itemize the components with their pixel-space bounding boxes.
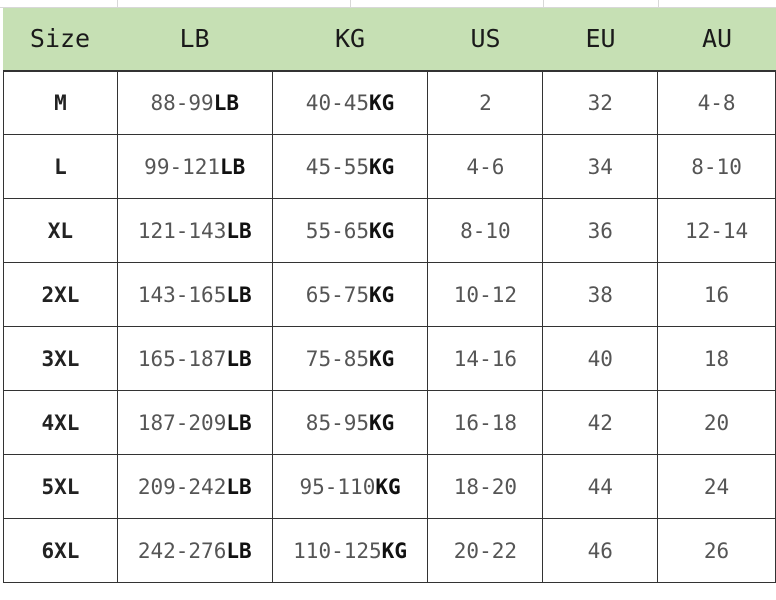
au-cell: 8-10 <box>657 134 776 199</box>
table-row: 5XL 209-242LB 95-110KG 18-20 44 24 <box>3 454 776 519</box>
lb-cell: 143-165LB <box>116 262 273 327</box>
table-row: L 99-121LB 45-55KG 4-6 34 8-10 <box>3 134 776 199</box>
lb-unit: LB <box>220 154 246 179</box>
header-eu: EU <box>585 24 616 53</box>
table-row: 6XL 242-276LB 110-125KG 20-22 46 26 <box>3 518 776 583</box>
header-size: Size <box>29 24 91 53</box>
kg-cell: 75-85KG <box>271 326 429 391</box>
size-cell: 3XL <box>3 326 118 391</box>
us-cell: 10-12 <box>427 262 544 327</box>
us-cell: 20-22 <box>427 518 544 583</box>
eu-cell: 42 <box>542 390 659 455</box>
table-row: M 88-99LB 40-45KG 2 32 4-8 <box>3 70 776 135</box>
au-cell: 18 <box>657 326 776 391</box>
au-cell: 12-14 <box>657 198 776 263</box>
us-cell: 16-18 <box>427 390 544 455</box>
kg-value: 45-55 <box>305 154 370 179</box>
us-cell: 18-20 <box>427 454 544 519</box>
kg-value: 85-95 <box>305 410 370 435</box>
spreadsheet-gridlines <box>0 0 776 8</box>
lb-unit: LB <box>226 410 252 435</box>
kg-unit: KG <box>375 474 401 499</box>
lb-cell: 242-276LB <box>116 518 273 583</box>
kg-cell: 110-125KG <box>271 518 429 583</box>
kg-cell: 55-65KG <box>271 198 429 263</box>
au-cell: 4-8 <box>657 70 776 135</box>
size-cell: 4XL <box>3 390 118 455</box>
eu-cell: 38 <box>542 262 659 327</box>
lb-cell: 121-143LB <box>116 198 273 263</box>
au-cell: 24 <box>657 454 776 519</box>
lb-cell: 209-242LB <box>116 454 273 519</box>
us-cell: 2 <box>427 70 544 135</box>
kg-unit: KG <box>369 154 395 179</box>
us-cell: 8-10 <box>427 198 544 263</box>
lb-cell: 99-121LB <box>116 134 273 199</box>
table-row: XL 121-143LB 55-65KG 8-10 36 12-14 <box>3 198 776 263</box>
table-row: 4XL 187-209LB 85-95KG 16-18 42 20 <box>3 390 776 455</box>
kg-unit: KG <box>369 410 395 435</box>
header-kg: KG <box>334 24 366 53</box>
lb-unit: LB <box>226 218 252 243</box>
lb-cell: 187-209LB <box>116 390 273 455</box>
table-header: Size LB KG US EU AU <box>3 8 776 72</box>
au-cell: 20 <box>657 390 776 455</box>
au-cell: 26 <box>657 518 776 583</box>
header-us: US <box>470 24 501 53</box>
kg-value: 65-75 <box>305 282 370 307</box>
lb-unit: LB <box>226 346 252 371</box>
kg-value: 55-65 <box>305 218 370 243</box>
lb-cell: 88-99LB <box>116 70 273 135</box>
lb-value: 99-121 <box>144 154 221 179</box>
size-cell: XL <box>3 198 118 263</box>
size-cell: 2XL <box>3 262 118 327</box>
lb-value: 187-209 <box>137 410 227 435</box>
kg-cell: 85-95KG <box>271 390 429 455</box>
kg-value: 95-110 <box>299 474 376 499</box>
kg-value: 110-125 <box>293 538 382 563</box>
kg-unit: KG <box>381 538 407 563</box>
size-cell: M <box>3 70 118 135</box>
lb-unit: LB <box>213 90 239 115</box>
kg-unit: KG <box>369 346 395 371</box>
kg-unit: KG <box>369 282 395 307</box>
lb-value: 88-99 <box>150 90 214 115</box>
lb-value: 121-143 <box>137 218 227 243</box>
table-row: 2XL 143-165LB 65-75KG 10-12 38 16 <box>3 262 776 327</box>
au-cell: 16 <box>657 262 776 327</box>
eu-cell: 40 <box>542 326 659 391</box>
kg-cell: 45-55KG <box>271 134 429 199</box>
lb-value: 143-165 <box>137 282 227 307</box>
kg-cell: 65-75KG <box>271 262 429 327</box>
size-cell: 6XL <box>3 518 118 583</box>
eu-cell: 44 <box>542 454 659 519</box>
kg-unit: KG <box>369 218 395 243</box>
kg-unit: KG <box>369 90 395 115</box>
kg-value: 40-45 <box>305 90 370 115</box>
header-lb: LB <box>179 24 210 53</box>
lb-unit: LB <box>226 282 252 307</box>
kg-cell: 40-45KG <box>271 70 429 135</box>
table-row: 3XL 165-187LB 75-85KG 14-16 40 18 <box>3 326 776 391</box>
us-cell: 14-16 <box>427 326 544 391</box>
lb-cell: 165-187LB <box>116 326 273 391</box>
lb-value: 165-187 <box>137 346 227 371</box>
eu-cell: 34 <box>542 134 659 199</box>
kg-value: 75-85 <box>305 346 370 371</box>
lb-value: 209-242 <box>137 474 227 499</box>
us-cell: 4-6 <box>427 134 544 199</box>
eu-cell: 32 <box>542 70 659 135</box>
size-chart-table: M 88-99LB 40-45KG 2 32 4-8 L 99-121LB 45-55KG 4-6… <box>3 70 776 583</box>
size-cell: L <box>3 134 118 199</box>
lb-unit: LB <box>226 474 252 499</box>
eu-cell: 36 <box>542 198 659 263</box>
lb-value: 242-276 <box>137 538 227 563</box>
eu-cell: 46 <box>542 518 659 583</box>
lb-unit: LB <box>226 538 252 563</box>
kg-cell: 95-110KG <box>271 454 429 519</box>
size-cell: 5XL <box>3 454 118 519</box>
header-au: AU <box>701 24 733 53</box>
